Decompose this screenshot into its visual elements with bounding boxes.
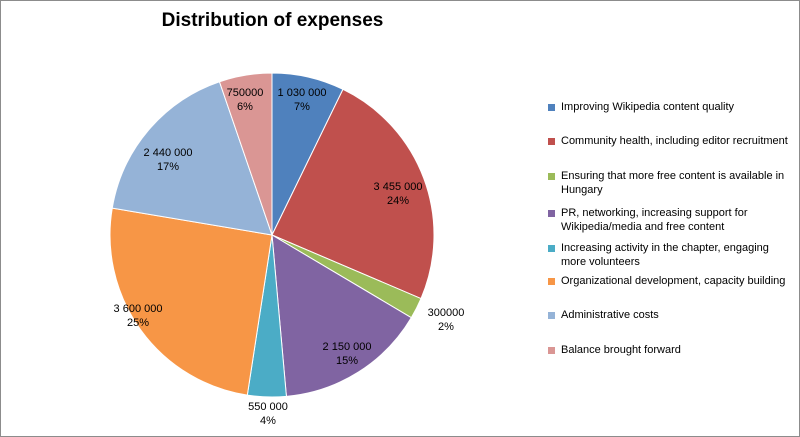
- legend-label: Balance brought forward: [561, 344, 681, 356]
- slice-value-label: 3 600 000: [114, 303, 163, 315]
- slice-percent-label: 25%: [127, 317, 149, 329]
- slice-value-label: 2 150 000: [323, 341, 372, 353]
- slice-percent-label: 6%: [237, 101, 253, 113]
- slice-percent-label: 2%: [438, 321, 454, 333]
- legend-item: Community health, including editor recru…: [548, 134, 791, 148]
- legend-label: Administrative costs: [561, 309, 659, 321]
- slice-value-label: 3 455 000: [374, 181, 423, 193]
- pie-slice: [218, 72, 273, 236]
- legend-label: Ensuring that more free content is avail…: [561, 170, 785, 196]
- legend-swatch: [548, 173, 555, 180]
- legend-item: Ensuring that more free content is avail…: [548, 169, 791, 197]
- legend-item: PR, networking, increasing support for W…: [548, 206, 791, 234]
- slice-value-label: 2 440 000: [144, 147, 193, 159]
- slice-percent-label: 24%: [387, 195, 409, 207]
- legend-label: Organizational development, capacity bui…: [561, 275, 786, 287]
- legend-swatch: [548, 245, 555, 252]
- legend-item: Balance brought forward: [548, 343, 791, 357]
- pie-slice: [109, 207, 273, 396]
- legend-swatch: [548, 138, 555, 145]
- legend-label: Improving Wikipedia content quality: [561, 101, 735, 113]
- slice-percent-label: 15%: [336, 355, 358, 367]
- legend-item: Improving Wikipedia content quality: [548, 100, 791, 114]
- slice-percent-label: 4%: [260, 415, 276, 427]
- legend-swatch: [548, 104, 555, 111]
- pie-slice: [271, 234, 413, 397]
- legend-label: Community health, including editor recru…: [561, 135, 788, 147]
- slice-value-label: 550 000: [248, 401, 288, 413]
- slice-percent-label: 7%: [294, 101, 310, 113]
- legend-swatch: [548, 278, 555, 285]
- slice-value-label: 300000: [428, 307, 465, 319]
- legend-label: PR, networking, increasing support for W…: [561, 207, 748, 233]
- pie-slice: [271, 88, 435, 300]
- legend-item: Organizational development, capacity bui…: [548, 274, 791, 288]
- legend-swatch: [548, 210, 555, 217]
- pie-slice: [111, 81, 273, 236]
- legend-swatch: [548, 347, 555, 354]
- chart-title: Distribution of expenses: [161, 10, 384, 31]
- slice-value-label: 750000: [227, 87, 264, 99]
- legend-label: Increasing activity in the chapter, enga…: [561, 242, 769, 268]
- legend-item: Administrative costs: [548, 308, 791, 322]
- legend-item: Increasing activity in the chapter, enga…: [548, 241, 791, 269]
- legend-swatch: [548, 312, 555, 319]
- slice-value-label: 1 030 000: [278, 87, 327, 99]
- slice-percent-label: 17%: [157, 161, 179, 173]
